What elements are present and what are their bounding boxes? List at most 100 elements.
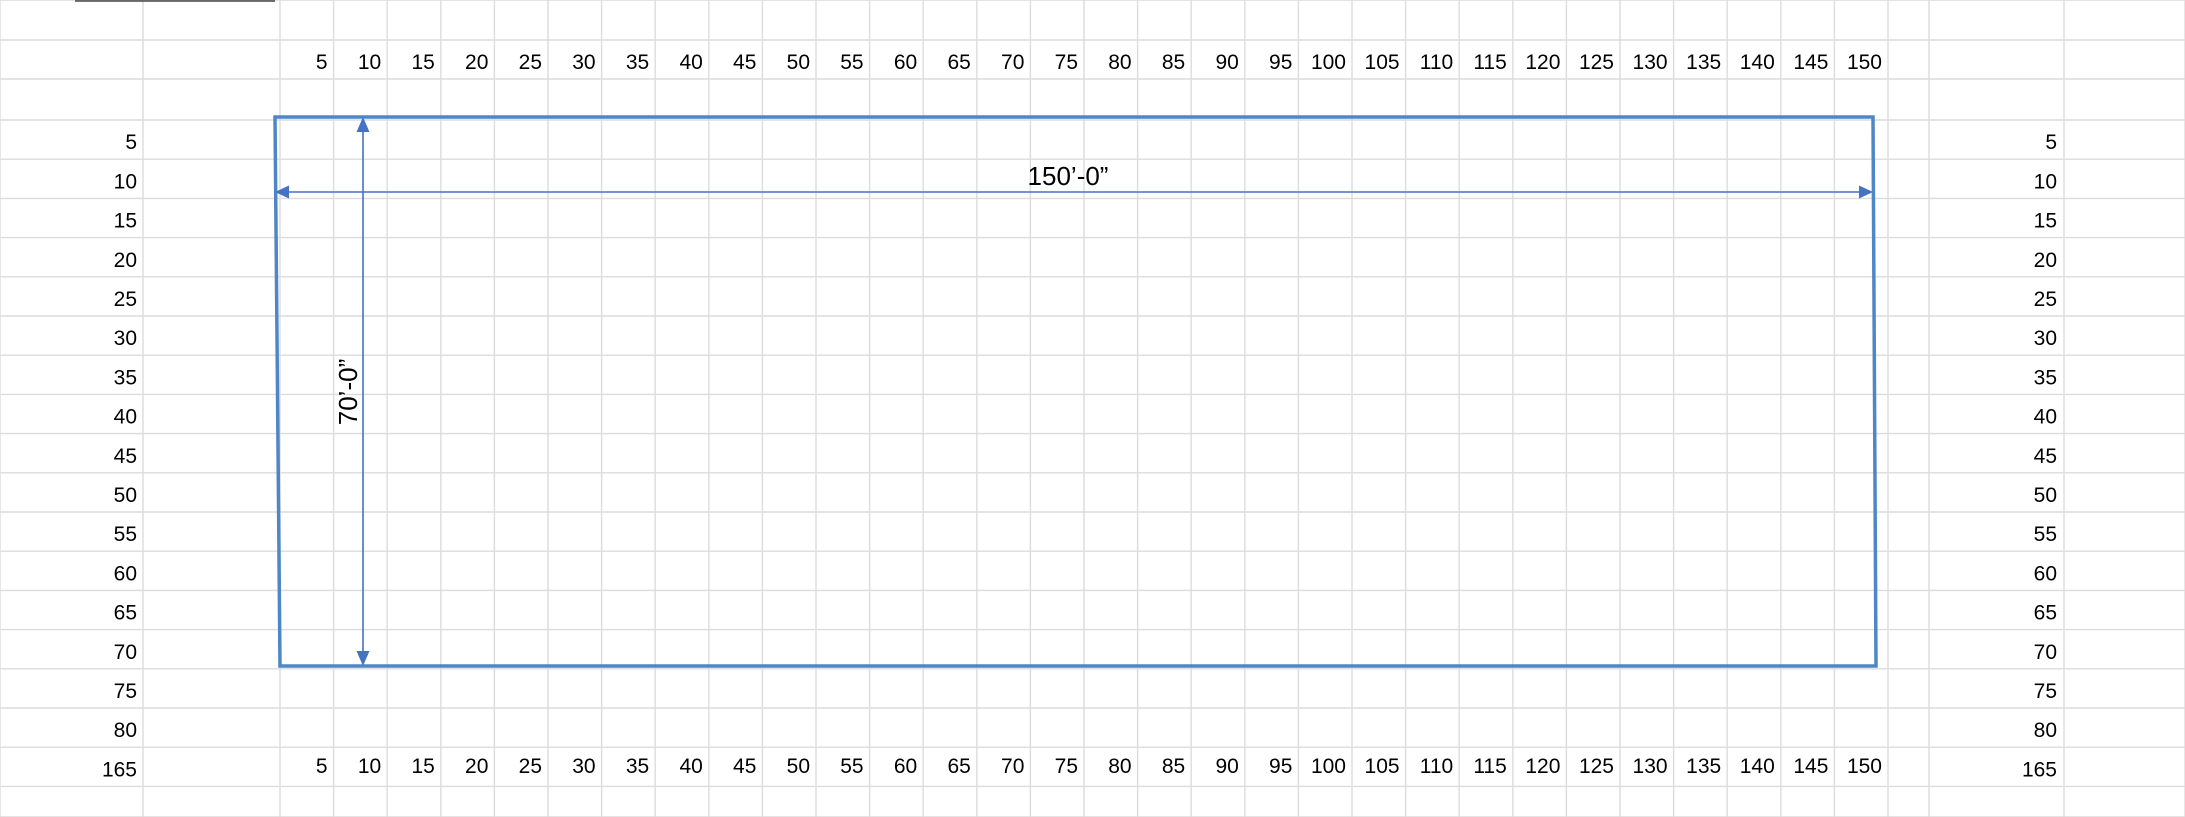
plan-outline-rectangle[interactable] — [273, 115, 1878, 668]
row-ruler-right-label: 30 — [2034, 327, 2057, 350]
row-ruler-left-label: 10 — [114, 170, 137, 193]
column-ruler-bottom-label: 105 — [1365, 755, 1400, 778]
column-ruler-bottom-label: 130 — [1633, 755, 1668, 778]
column-ruler-bottom-label: 65 — [947, 755, 970, 778]
row-ruler-left-label: 5 — [125, 131, 137, 154]
height-dimension: 70’-0” — [333, 117, 370, 666]
width-dimension: 150’-0” — [275, 161, 1873, 199]
width-arrow-left-icon — [275, 185, 289, 199]
row-ruler-right-label: 40 — [2034, 406, 2057, 429]
column-ruler-top-label: 75 — [1055, 51, 1078, 74]
column-ruler-bottom-label: 90 — [1215, 755, 1238, 778]
column-ruler-bottom-label: 110 — [1420, 755, 1453, 778]
column-ruler-bottom-label: 45 — [733, 755, 756, 778]
row-ruler-right-label: 20 — [2034, 249, 2057, 272]
row-ruler-left-label: 35 — [114, 366, 137, 389]
column-ruler-top-label: 25 — [519, 51, 542, 74]
row-ruler-left-label: 75 — [114, 680, 137, 703]
row-ruler-left-label: 20 — [114, 249, 137, 272]
column-ruler-top-label: 125 — [1579, 51, 1614, 74]
column-ruler-top-label: 90 — [1215, 51, 1238, 74]
column-ruler-top-label: 115 — [1473, 51, 1506, 74]
row-ruler-left-label: 165 — [102, 758, 137, 781]
column-ruler-top-label: 45 — [733, 51, 756, 74]
height-arrow-bottom-icon — [356, 651, 370, 666]
column-ruler-top: 5 10 15 20 25 30 35 40 45 50 55 60 65 70 75 80 85 90 95 100… — [316, 51, 1882, 74]
column-ruler-top-label: 20 — [465, 51, 488, 74]
row-ruler-left-label: 70 — [114, 641, 137, 664]
row-ruler-right-label: 35 — [2034, 366, 2057, 389]
row-ruler-left-label: 25 — [114, 288, 137, 311]
column-ruler-bottom-label: 40 — [679, 755, 702, 778]
column-ruler-bottom-label: 140 — [1740, 755, 1775, 778]
row-ruler-left-label: 60 — [114, 562, 137, 585]
column-ruler-top-label: 120 — [1525, 51, 1560, 74]
row-ruler-right-label: 10 — [2034, 170, 2057, 193]
row-ruler-right-label: 70 — [2034, 641, 2057, 664]
column-ruler-bottom: 5 10 15 20 25 30 35 40 45 50 55 60 65 70 75 80 85 90 95 100… — [316, 755, 1882, 778]
column-ruler-top-label: 60 — [894, 51, 917, 74]
row-ruler-right-label: 45 — [2034, 445, 2057, 468]
column-ruler-bottom-label: 80 — [1108, 755, 1131, 778]
row-ruler-right: 5 10 15 20 25 30 35 40 45 50 55 60 65 70 75 80 165 — [2022, 131, 2057, 781]
column-ruler-bottom-label: 125 — [1579, 755, 1614, 778]
column-ruler-top-label: 35 — [626, 51, 649, 74]
column-ruler-bottom-label: 25 — [519, 755, 542, 778]
column-ruler-bottom-label: 35 — [626, 755, 649, 778]
column-ruler-bottom-label: 10 — [358, 755, 381, 778]
row-ruler-right-label: 80 — [2034, 719, 2057, 742]
column-ruler-top-label: 55 — [840, 51, 863, 74]
column-ruler-top-label: 50 — [787, 51, 810, 74]
column-ruler-bottom-label: 120 — [1525, 755, 1560, 778]
column-ruler-bottom-label: 135 — [1686, 755, 1721, 778]
column-ruler-top-label: 100 — [1311, 51, 1346, 74]
column-ruler-top-label: 95 — [1269, 51, 1292, 74]
row-ruler-left-label: 40 — [114, 406, 137, 429]
row-ruler-right-label: 75 — [2034, 680, 2057, 703]
column-ruler-bottom-label: 115 — [1473, 755, 1506, 778]
row-ruler-left-label: 30 — [114, 327, 137, 350]
row-ruler-right-label: 60 — [2034, 562, 2057, 585]
column-ruler-bottom-label: 55 — [840, 755, 863, 778]
row-ruler-left-label: 80 — [114, 719, 137, 742]
column-ruler-bottom-label: 15 — [411, 755, 434, 778]
column-ruler-top-label: 145 — [1793, 51, 1828, 74]
column-ruler-top-label: 130 — [1633, 51, 1668, 74]
row-ruler-right-label: 5 — [2045, 131, 2057, 154]
column-ruler-bottom-label: 70 — [1001, 755, 1024, 778]
column-ruler-bottom-label: 100 — [1311, 755, 1346, 778]
column-ruler-bottom-label: 30 — [572, 755, 595, 778]
row-ruler-left-label: 50 — [114, 484, 137, 507]
row-ruler-right-label: 15 — [2034, 210, 2057, 233]
row-ruler-left-label: 65 — [114, 602, 137, 625]
column-ruler-top-label: 65 — [947, 51, 970, 74]
row-ruler-left-label: 45 — [114, 445, 137, 468]
column-ruler-bottom-label: 145 — [1793, 755, 1828, 778]
column-ruler-bottom-label: 95 — [1269, 755, 1292, 778]
column-ruler-bottom-label: 50 — [787, 755, 810, 778]
row-ruler-right-label: 165 — [2022, 758, 2057, 781]
column-ruler-top-label: 85 — [1162, 51, 1185, 74]
column-ruler-bottom-label: 60 — [894, 755, 917, 778]
row-ruler-right-label: 55 — [2034, 523, 2057, 546]
column-ruler-top-label: 15 — [411, 51, 434, 74]
width-arrow-right-icon — [1859, 185, 1873, 199]
column-ruler-bottom-label: 150 — [1847, 755, 1882, 778]
column-ruler-top-label: 10 — [358, 51, 381, 74]
height-dimension-label: 70’-0” — [333, 359, 363, 425]
column-ruler-top-label: 70 — [1001, 51, 1024, 74]
column-ruler-bottom-label: 75 — [1055, 755, 1078, 778]
column-ruler-top-label: 110 — [1420, 51, 1453, 74]
column-ruler-top-label: 40 — [679, 51, 702, 74]
row-ruler-left: 5 10 15 20 25 30 35 40 45 50 55 60 65 70 75 80 165 — [102, 131, 137, 781]
column-ruler-top-label: 30 — [572, 51, 595, 74]
column-ruler-bottom-label: 5 — [316, 755, 328, 778]
width-dimension-label: 150’-0” — [1028, 161, 1109, 191]
column-ruler-bottom-label: 20 — [465, 755, 488, 778]
column-ruler-top-label: 5 — [316, 51, 328, 74]
row-ruler-right-label: 50 — [2034, 484, 2057, 507]
height-arrow-top-icon — [356, 117, 370, 132]
column-ruler-top-label: 140 — [1740, 51, 1775, 74]
